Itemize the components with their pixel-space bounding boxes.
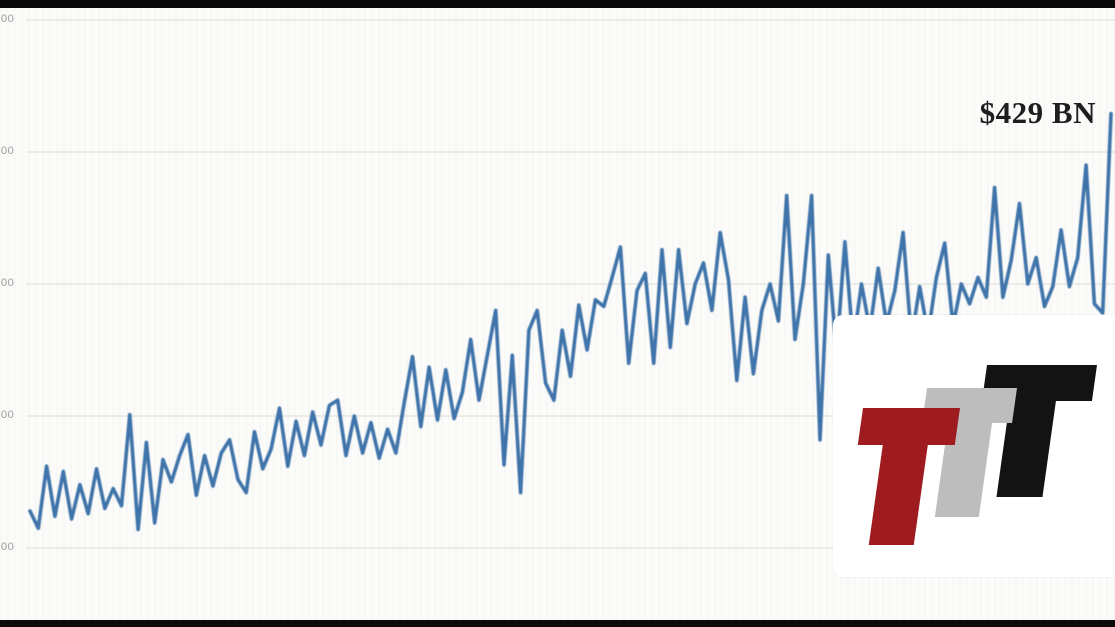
tee-stem	[868, 445, 928, 545]
peak-value-label: $429 BN	[979, 95, 1096, 130]
letterbox-bottom-bar	[0, 620, 1115, 627]
letterbox-top-bar	[0, 0, 1115, 8]
logo-letter-t-red	[844, 408, 960, 545]
y-axis-tick-label: 00	[1, 13, 15, 25]
y-axis-tick-label: 00	[1, 409, 15, 421]
logo-card	[833, 315, 1115, 577]
y-axis-tick-label: 00	[1, 145, 15, 157]
y-axis-tick-label: 00	[1, 541, 15, 553]
tee-bar	[857, 408, 960, 445]
y-axis-tick-label: 00	[1, 277, 15, 289]
